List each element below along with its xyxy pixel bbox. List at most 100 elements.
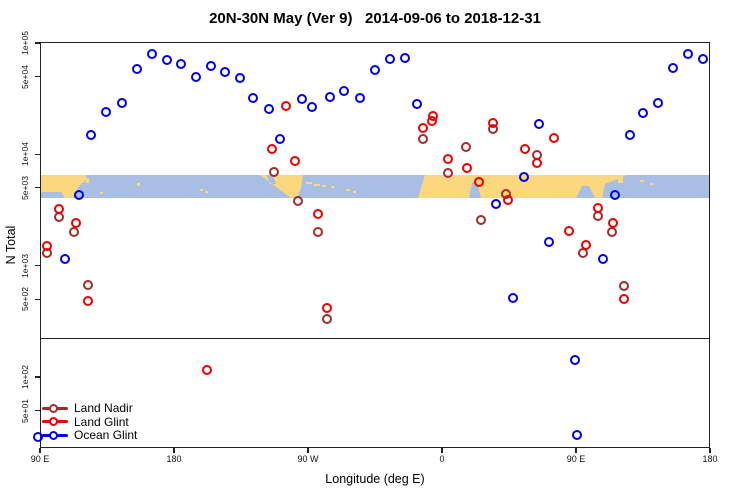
data-point [161,55,172,66]
x-tick-label: 180 [702,454,718,464]
data-point [652,98,663,109]
data-point [313,227,324,238]
y-tick-label: 5e+02 [20,287,30,312]
map-island [314,184,320,186]
data-point [100,107,111,117]
data-point [355,92,366,103]
data-point [638,108,648,119]
data-point [411,99,422,110]
legend-label: Land Glint [74,414,129,429]
data-point [442,153,453,164]
y-tick [35,153,40,155]
data-point [206,61,217,72]
legend-label: Ocean Glint [74,428,138,442]
data-point [292,195,303,206]
data-point [146,49,157,60]
y-tick [35,42,40,44]
data-point [307,102,318,113]
data-point [85,130,96,141]
legend-marker-circle [49,430,58,440]
map-island [86,178,89,183]
data-point [54,203,65,214]
data-point [442,168,453,179]
y-tick-label: 5e+01 [20,398,30,423]
x-tick [173,448,175,453]
data-point [490,198,501,209]
data-point [264,104,275,115]
data-point [234,72,245,83]
data-point [667,63,678,74]
data-point [502,194,513,205]
map-island [424,177,430,180]
data-point [60,253,71,264]
data-point [325,92,336,103]
y-tick [35,265,40,267]
data-point [82,280,93,291]
data-point [474,177,485,188]
data-point [426,116,437,127]
data-point [618,281,629,292]
map-island [137,183,140,186]
data-point [219,66,230,77]
data-point [533,119,544,130]
data-point [191,71,202,82]
x-tick-label: 90 E [30,454,50,464]
x-tick [39,448,41,453]
data-point [581,240,592,251]
data-point [268,167,279,178]
data-point [609,190,620,201]
map-island [205,191,208,193]
data-point [532,157,543,168]
data-point [289,156,300,166]
data-point [697,54,708,65]
data-point [563,225,574,236]
data-point [267,143,278,154]
data-point [487,118,498,129]
y-tick [35,409,40,412]
data-point [520,143,531,154]
y-tick-label: 1e+05 [20,31,30,55]
data-point [82,295,93,306]
data-point [116,98,127,109]
data-point [313,209,324,219]
data-point [518,171,529,182]
data-point [247,92,258,103]
data-point [544,237,555,248]
data-point [70,217,81,228]
x-axis-title: Longitude (deg E) [325,472,425,486]
data-point [322,313,333,324]
data-point [682,49,693,60]
data-point [131,64,142,74]
map-island [322,185,326,187]
data-point [280,100,291,111]
y-tick-label: 1e+04 [20,142,30,167]
data-point [338,85,349,96]
plot-area [40,42,710,448]
x-tick-label: 90 E [566,454,586,464]
map-island [346,189,350,191]
data-point [624,130,635,141]
data-point [548,133,559,144]
map-island [640,180,644,182]
map-island [331,186,334,188]
data-point [42,241,53,252]
data-point [593,202,604,213]
legend-label: Land Nadir [74,401,133,415]
legend-marker-circle [49,417,58,426]
data-point [384,54,395,65]
map-island [200,189,203,191]
y-tick [35,376,40,378]
y-tick-label: 5e+04 [20,64,30,89]
data-point [569,355,580,366]
data-point [201,364,212,375]
data-point [475,215,486,226]
y-tick [35,75,40,78]
data-point [274,134,285,145]
data-point [462,163,473,174]
x-tick-label: 0 [439,454,445,464]
y-tick [35,187,40,189]
data-point [417,123,428,134]
data-point [572,430,583,441]
x-tick [575,448,577,453]
y-tick-label: 5e+03 [20,175,30,200]
